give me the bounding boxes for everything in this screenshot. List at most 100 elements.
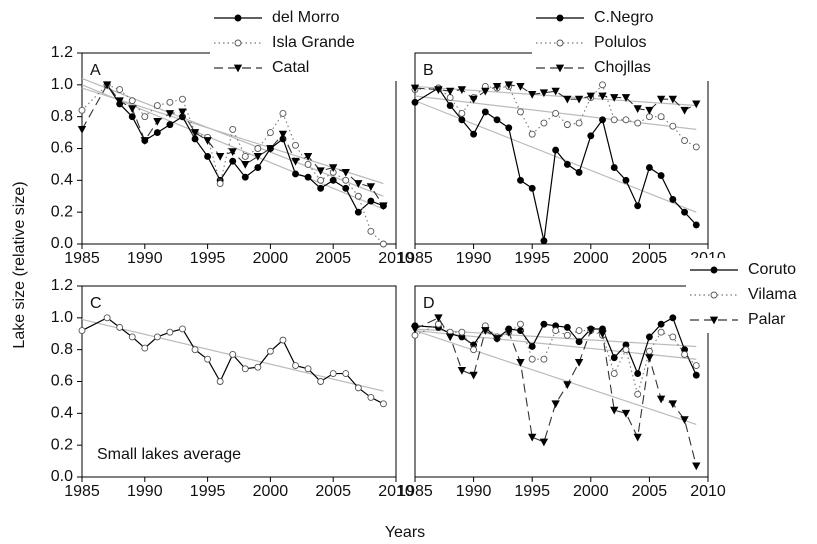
marker: [153, 333, 161, 341]
x-tick-label: 1990: [127, 250, 163, 267]
y-tick-label: 1.2: [51, 44, 73, 61]
marker: [342, 184, 350, 192]
marker: [291, 157, 300, 166]
legend-marker: [233, 64, 243, 73]
marker: [656, 95, 666, 104]
marker: [279, 336, 287, 344]
legend-marker: [234, 14, 242, 22]
legend-label: Catal: [272, 59, 309, 76]
marker: [458, 110, 466, 117]
marker: [517, 176, 524, 184]
marker: [669, 314, 677, 322]
marker: [622, 176, 630, 184]
marker: [692, 100, 701, 109]
marker: [669, 122, 677, 130]
marker: [141, 113, 149, 121]
marker: [552, 110, 560, 117]
legend-label: Isla Grande: [272, 34, 355, 51]
marker: [668, 95, 678, 104]
x-tick-label: 2005: [632, 250, 668, 267]
x-tick-label: 2005: [315, 483, 351, 500]
legend: del Morro Isla Grande Catal: [210, 6, 400, 81]
x-tick-label: 1985: [397, 250, 433, 267]
marker: [634, 390, 642, 398]
marker: [410, 84, 420, 93]
marker: [528, 343, 536, 350]
x-tick-label: 2000: [573, 250, 609, 267]
marker: [669, 333, 677, 341]
marker: [657, 113, 665, 121]
marker: [481, 87, 490, 96]
marker: [563, 381, 572, 390]
marker: [681, 137, 689, 144]
marker: [204, 153, 212, 160]
marker: [292, 362, 299, 370]
marker: [367, 197, 375, 205]
marker: [504, 328, 513, 337]
marker: [116, 86, 124, 94]
panel-label: D: [423, 295, 435, 312]
legend-label: Vilama: [748, 286, 797, 303]
marker: [645, 106, 654, 115]
marker: [575, 327, 583, 335]
marker: [445, 333, 455, 342]
marker: [528, 130, 536, 138]
marker: [552, 146, 560, 154]
marker: [190, 129, 200, 137]
legend-label: Coruto: [748, 261, 796, 278]
marker: [621, 94, 631, 102]
x-tick-label: 2005: [632, 483, 668, 500]
y-tick-label: 1.0: [51, 309, 73, 326]
x-tick-label: 1985: [397, 483, 433, 500]
marker: [610, 406, 619, 415]
marker: [77, 126, 87, 134]
y-tick-label: 0.0: [51, 468, 73, 485]
marker: [329, 176, 337, 184]
marker: [229, 125, 237, 133]
panel-label: A: [90, 62, 101, 79]
series-line: [414, 323, 697, 397]
marker: [292, 141, 299, 149]
marker: [304, 160, 312, 168]
marker: [115, 97, 124, 106]
marker: [203, 137, 212, 145]
marker: [599, 116, 606, 124]
marker: [215, 153, 225, 161]
marker: [563, 323, 571, 331]
marker: [128, 97, 136, 105]
marker: [229, 350, 237, 358]
marker: [622, 346, 630, 354]
marker: [470, 346, 478, 354]
legend-marker: [710, 291, 718, 299]
marker: [610, 94, 619, 102]
x-tick-label: 2000: [253, 250, 289, 267]
trend-line: [81, 84, 384, 210]
legend-label: Polulos: [594, 34, 646, 51]
marker: [153, 118, 162, 126]
marker: [692, 221, 700, 229]
marker: [292, 170, 299, 178]
marker: [621, 409, 631, 418]
marker: [540, 320, 548, 328]
marker: [634, 119, 642, 127]
legend: Coruto Vilama Palar: [686, 258, 797, 333]
plot-frame: [81, 52, 397, 245]
marker: [434, 86, 443, 94]
marker: [366, 183, 376, 192]
marker: [116, 323, 124, 331]
marker: [528, 355, 536, 363]
marker: [504, 81, 513, 90]
marker: [341, 168, 350, 177]
marker: [367, 227, 375, 235]
marker: [179, 95, 186, 103]
marker: [303, 153, 313, 161]
marker: [316, 167, 325, 176]
marker: [342, 176, 350, 184]
marker: [551, 87, 560, 96]
marker: [367, 393, 375, 401]
y-tick-label: 0.8: [51, 108, 73, 125]
marker: [598, 330, 607, 339]
marker: [634, 202, 642, 210]
marker: [216, 180, 224, 187]
legend-label: Chojllas: [594, 59, 651, 76]
